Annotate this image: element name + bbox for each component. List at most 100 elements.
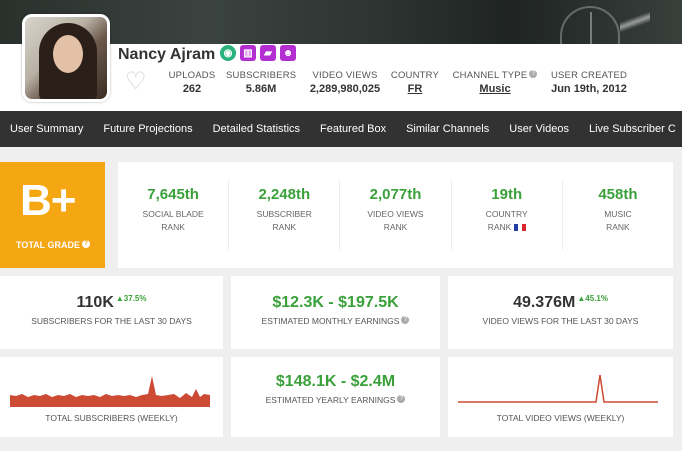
stat-value: 2,289,980,025: [309, 83, 381, 95]
channel-name[interactable]: Nancy Ajram: [118, 46, 216, 63]
monthly-earnings-card: $12.3K - $197.5K ESTIMATED MONTHLY EARNI…: [231, 276, 440, 349]
rank-label-line2: RANK: [487, 222, 512, 232]
tab-user-videos[interactable]: User Videos: [509, 123, 569, 135]
rank-video-views: 2,077th VIDEO VIEWS RANK: [340, 180, 452, 250]
stat-label: USER CREATED: [550, 70, 628, 81]
rank-label: SOCIAL BLADE RANK: [118, 208, 228, 234]
help-icon[interactable]: ?: [82, 240, 91, 248]
rank-label: VIDEO VIEWS RANK: [340, 208, 450, 234]
grade-label: TOTAL GRADE?: [16, 240, 91, 250]
verified-circle-icon[interactable]: ◉: [220, 45, 236, 61]
avatar[interactable]: [22, 14, 110, 102]
rank-number: 2,248th: [258, 186, 311, 203]
stat-video-views: VIDEO VIEWS 2,289,980,025: [303, 70, 387, 95]
rank-number: 19th: [491, 186, 523, 203]
monthly-earnings-label-text: ESTIMATED MONTHLY EARNINGS: [261, 316, 400, 326]
subscribers-sparkline: [10, 376, 210, 407]
rank-label: MUSIC RANK: [563, 208, 673, 234]
tab-user-summary[interactable]: User Summary: [10, 123, 84, 135]
rank-label: SUBSCRIBER RANK: [229, 208, 339, 234]
stat-label: VIDEO VIEWS: [312, 70, 378, 81]
subs-30-number: 110K: [76, 294, 114, 311]
stat-label-text: CHANNEL TYPE: [452, 70, 528, 81]
tab-detailed-statistics[interactable]: Detailed Statistics: [212, 123, 301, 135]
views-30-number: 49.376M: [513, 294, 576, 311]
help-icon[interactable]: ?: [529, 70, 538, 78]
stat-value: Jun 19th, 2012: [551, 83, 627, 95]
stat-value: 5.86M: [245, 83, 277, 95]
views-30-label: VIDEO VIEWS FOR THE LAST 30 DAYS: [482, 316, 639, 326]
views-weekly-label: TOTAL VIDEO VIEWS (WEEKLY): [496, 413, 625, 423]
subs-30-label: SUBSCRIBERS FOR THE LAST 30 DAYS: [31, 316, 192, 326]
rank-label-line2: RANK: [606, 222, 630, 232]
channel-banner: [0, 0, 682, 44]
channel-badges: ◉ ▥ ▰ ☻: [220, 45, 296, 61]
views-sparkline: [458, 374, 658, 403]
grade-label-text: TOTAL GRADE: [16, 240, 81, 250]
rank-label-line2: RANK: [272, 222, 297, 232]
stat-user-created: USER CREATED Jun 19th, 2012: [548, 70, 630, 95]
help-icon[interactable]: ?: [401, 316, 410, 324]
country-link[interactable]: FR: [407, 83, 423, 95]
rank-country: 19th COUNTRY RANK: [452, 180, 563, 250]
tab-similar-channels[interactable]: Similar Channels: [406, 123, 490, 135]
rank-number: 2,077th: [369, 186, 422, 203]
rank-subscriber: 2,248th SUBSCRIBER RANK: [229, 180, 341, 250]
ranks-card: 7,645th SOCIAL BLADE RANK 2,248th SUBSCRI…: [118, 162, 673, 268]
tab-featured-box[interactable]: Featured Box: [320, 123, 387, 135]
rank-label-line1: SOCIAL BLADE: [142, 209, 204, 219]
stat-label: SUBSCRIBERS: [226, 70, 297, 81]
yearly-earnings-label-text: ESTIMATED YEARLY EARNINGS: [265, 395, 396, 405]
avatar-face: [53, 35, 83, 73]
banner-light-streak: [620, 0, 650, 44]
subscribers-weekly-card[interactable]: TOTAL SUBSCRIBERS (WEEKLY): [0, 357, 223, 437]
subscribers-sparkline-area: [10, 376, 210, 407]
help-icon[interactable]: ?: [397, 395, 406, 403]
stat-label: CHANNEL TYPE?: [450, 70, 540, 81]
favorite-heart-icon[interactable]: ♡: [125, 68, 147, 95]
subscribers-weekly-label: TOTAL SUBSCRIBERS (WEEKLY): [45, 413, 178, 423]
stat-uploads: UPLOADS 262: [168, 70, 216, 95]
group-icon[interactable]: ☻: [280, 45, 296, 61]
tab-future-projections[interactable]: Future Projections: [103, 123, 193, 135]
rank-label-line2: RANK: [383, 222, 408, 232]
total-grade-card: B+ TOTAL GRADE?: [0, 162, 105, 268]
channel-info-bar: [0, 44, 682, 111]
main-nav: User Summary Future Projections Detailed…: [0, 111, 682, 147]
monthly-earnings-label: ESTIMATED MONTHLY EARNINGS?: [231, 316, 440, 326]
yearly-earnings-label: ESTIMATED YEARLY EARNINGS?: [231, 395, 440, 405]
subs-30-change: ▲37.5%: [115, 294, 147, 303]
chart-icon[interactable]: ▥: [240, 45, 256, 61]
stat-subscribers: SUBSCRIBERS 5.86M: [226, 70, 296, 95]
rank-label-line1: VIDEO VIEWS: [367, 209, 424, 219]
views-30-change: ▲45.1%: [577, 294, 608, 303]
stat-value: 262: [182, 83, 202, 95]
grade-letter: B+: [20, 176, 76, 225]
rank-label: COUNTRY RANK: [452, 208, 562, 234]
rank-number: 7,645th: [147, 186, 199, 203]
stat-country[interactable]: COUNTRY FR: [390, 70, 440, 95]
yearly-earnings-card: $148.1K - $2.4M ESTIMATED YEARLY EARNING…: [231, 357, 440, 437]
views-30-value: 49.376M ▲45.1%: [448, 294, 673, 312]
yearly-earnings-value: $148.1K - $2.4M: [275, 373, 396, 390]
views-sparkline-line: [458, 374, 658, 403]
banner-grill: [590, 12, 592, 44]
stat-channel-type[interactable]: CHANNEL TYPE? Music: [450, 70, 540, 95]
rank-label-line2: RANK: [161, 222, 185, 232]
france-flag-icon: [513, 224, 526, 232]
folder-icon[interactable]: ▰: [260, 45, 276, 61]
subscribers-30-days-card: 110K ▲37.5% SUBSCRIBERS FOR THE LAST 30 D…: [0, 276, 223, 349]
stat-label: UPLOADS: [168, 70, 216, 81]
rank-music: 458th MUSIC RANK: [563, 180, 673, 250]
rank-label-line1: MUSIC: [604, 209, 632, 219]
stat-label: COUNTRY: [390, 70, 440, 81]
rank-label-line1: SUBSCRIBER: [256, 209, 312, 219]
monthly-earnings-value: $12.3K - $197.5K: [272, 294, 399, 311]
rank-number: 458th: [598, 186, 638, 203]
channel-type-link[interactable]: Music: [479, 83, 511, 95]
page-bottom-strip: [0, 437, 682, 451]
tab-live-subscriber-count[interactable]: Live Subscriber C: [588, 123, 676, 135]
rank-social-blade: 7,645th SOCIAL BLADE RANK: [118, 180, 230, 250]
views-30-days-card: 49.376M ▲45.1% VIDEO VIEWS FOR THE LAST 3…: [448, 276, 673, 349]
views-weekly-card[interactable]: TOTAL VIDEO VIEWS (WEEKLY): [448, 357, 673, 437]
